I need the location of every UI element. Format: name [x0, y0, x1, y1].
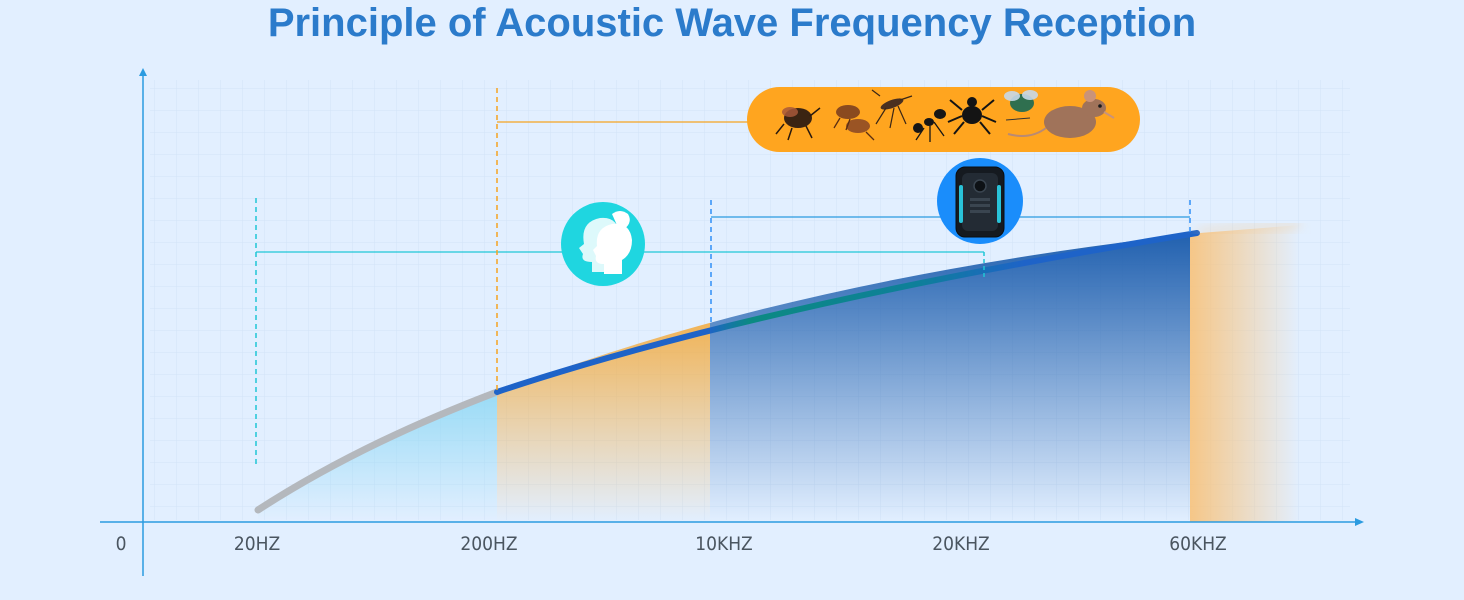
x-axis-arrow [1355, 518, 1364, 526]
repeller-device-icon [937, 158, 1023, 244]
tick-label-200hz: 200HZ [460, 533, 518, 555]
origin-label: 0 [115, 533, 127, 555]
curve-tail [1196, 221, 1301, 236]
human-heads-icon [561, 202, 645, 286]
pests-icon [747, 87, 1140, 152]
mosquito-icon [871, 89, 913, 129]
tick-label-20khz: 20KHZ [932, 533, 990, 555]
page-title: Principle of Acoustic Wave Frequency Rec… [267, 1, 1197, 45]
tick-label-10khz: 10KHZ [695, 533, 753, 555]
fly-icon [1004, 90, 1038, 121]
curve-low [254, 388, 501, 514]
tick-label-60khz: 60KHZ [1169, 533, 1227, 555]
spider-icon [947, 97, 997, 135]
flea-icon [833, 105, 875, 141]
tick-label-20hz: 20HZ [233, 533, 281, 555]
mouse-icon [1007, 90, 1115, 138]
band-tail [1190, 225, 1300, 522]
y-axis-arrow [139, 68, 147, 76]
beetle-icon [775, 107, 821, 141]
ant-icon [913, 109, 946, 142]
curve-high [494, 230, 1200, 395]
